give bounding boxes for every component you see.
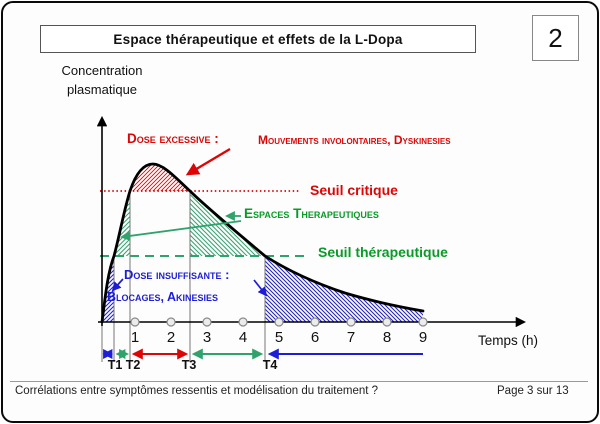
dose-excessive-effects-label: Mouvements involontaires, Dyskinesies xyxy=(258,133,451,147)
x-axis-label: Temps (h) xyxy=(478,333,539,348)
dose-insuffisante-label: Dose insuffisante : xyxy=(124,267,230,282)
x-tick-4: 4 xyxy=(238,329,248,346)
slide-title: Espace thérapeutique et effets de la L-D… xyxy=(113,31,403,47)
espaces-arrow-long xyxy=(120,220,242,241)
time-marker-t3: T3 xyxy=(181,358,197,372)
dose-insuffisante-arrow-left xyxy=(111,278,124,292)
footer-question: Corrélations entre symptômes ressentis e… xyxy=(15,385,379,397)
time-marker-t2: T2 xyxy=(125,358,141,372)
x-tick-3: 3 xyxy=(202,329,212,346)
footer-page-indicator: Page 3 sur 13 xyxy=(497,385,569,397)
therapeutic-region-right xyxy=(190,191,265,256)
concentration-curve xyxy=(100,162,425,324)
x-tick-6: 6 xyxy=(310,329,320,346)
espaces-therapeutiques-label: Espaces Therapeutiques xyxy=(244,206,379,221)
time-marker-t4: T4 xyxy=(262,358,278,372)
page-number-badge: 2 xyxy=(532,15,579,61)
y-axis-label: Concentration plasmatique xyxy=(61,63,143,97)
excessive-dose-region xyxy=(130,164,190,191)
dose-excessive-label: Dose excessive : xyxy=(127,131,219,146)
dose-excessive-arrow xyxy=(185,147,231,176)
x-tick-2: 2 xyxy=(166,329,176,346)
dose-insuffisante-effects-label: Blocages, Akinesies xyxy=(107,290,219,304)
title-box: Espace thérapeutique et effets de la L-D… xyxy=(40,25,476,53)
x-tick-7: 7 xyxy=(346,329,356,346)
seuil-critique-label: Seuil critique xyxy=(310,182,398,198)
page-number: 2 xyxy=(548,22,563,53)
hourly-axis-points xyxy=(130,317,428,327)
x-tick-8: 8 xyxy=(382,329,392,346)
seuil-therapeutique-label: Seuil thérapeutique xyxy=(318,244,448,260)
footer-divider xyxy=(10,381,588,382)
dose-insuffisante-arrow-right xyxy=(253,279,268,297)
insufficient-dose-region-right xyxy=(265,256,423,322)
x-tick-9: 9 xyxy=(418,329,428,346)
x-tick-1: 1 xyxy=(130,329,140,346)
time-marker-t1: T1 xyxy=(107,358,123,372)
x-tick-5: 5 xyxy=(274,329,284,346)
